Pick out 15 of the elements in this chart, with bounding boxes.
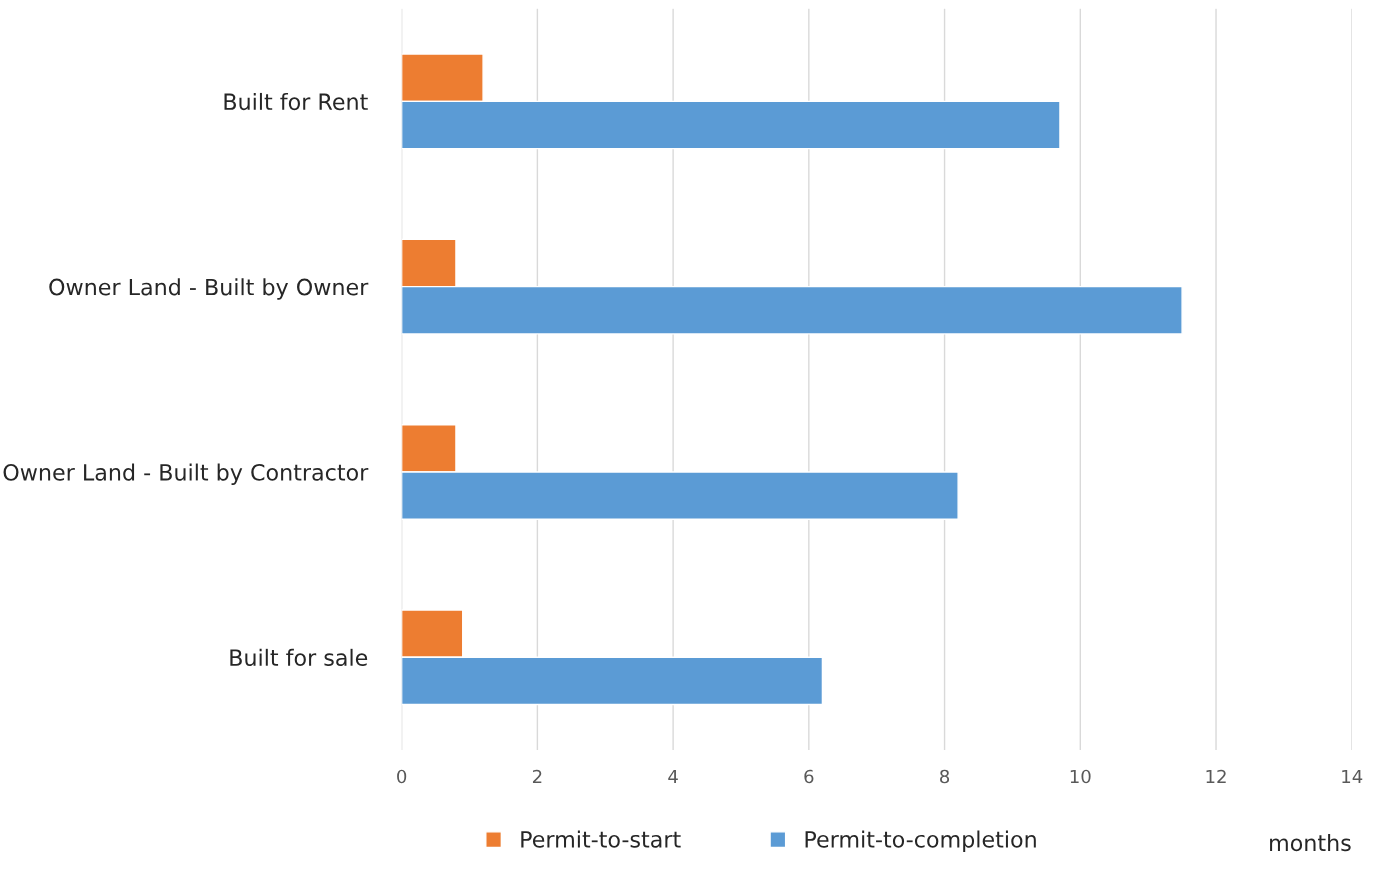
y-tick-label: Built for sale xyxy=(230,648,368,667)
x-tick-label: 2 xyxy=(532,769,542,784)
x-tick-label: 12 xyxy=(1206,769,1226,784)
x-tick-label: 8 xyxy=(940,769,950,784)
x-tick-label: 0 xyxy=(397,769,407,784)
x-tick-label: 14 xyxy=(1342,769,1363,784)
y-tick-label: Owner Land - Built by Owner xyxy=(49,278,369,300)
x-tick-label: 10 xyxy=(1070,769,1091,784)
x-tick-label: 4 xyxy=(668,769,678,784)
x-axis-title: months xyxy=(1270,834,1351,852)
y-tick-label: Owner Land - Built by Contractor xyxy=(3,463,369,486)
legend-label: Permit-to-completion xyxy=(805,830,1036,852)
x-tick-label: 6 xyxy=(804,769,814,784)
legend-label: Permit-to-start xyxy=(521,830,681,848)
y-tick-label: Built for Rent xyxy=(224,92,368,111)
